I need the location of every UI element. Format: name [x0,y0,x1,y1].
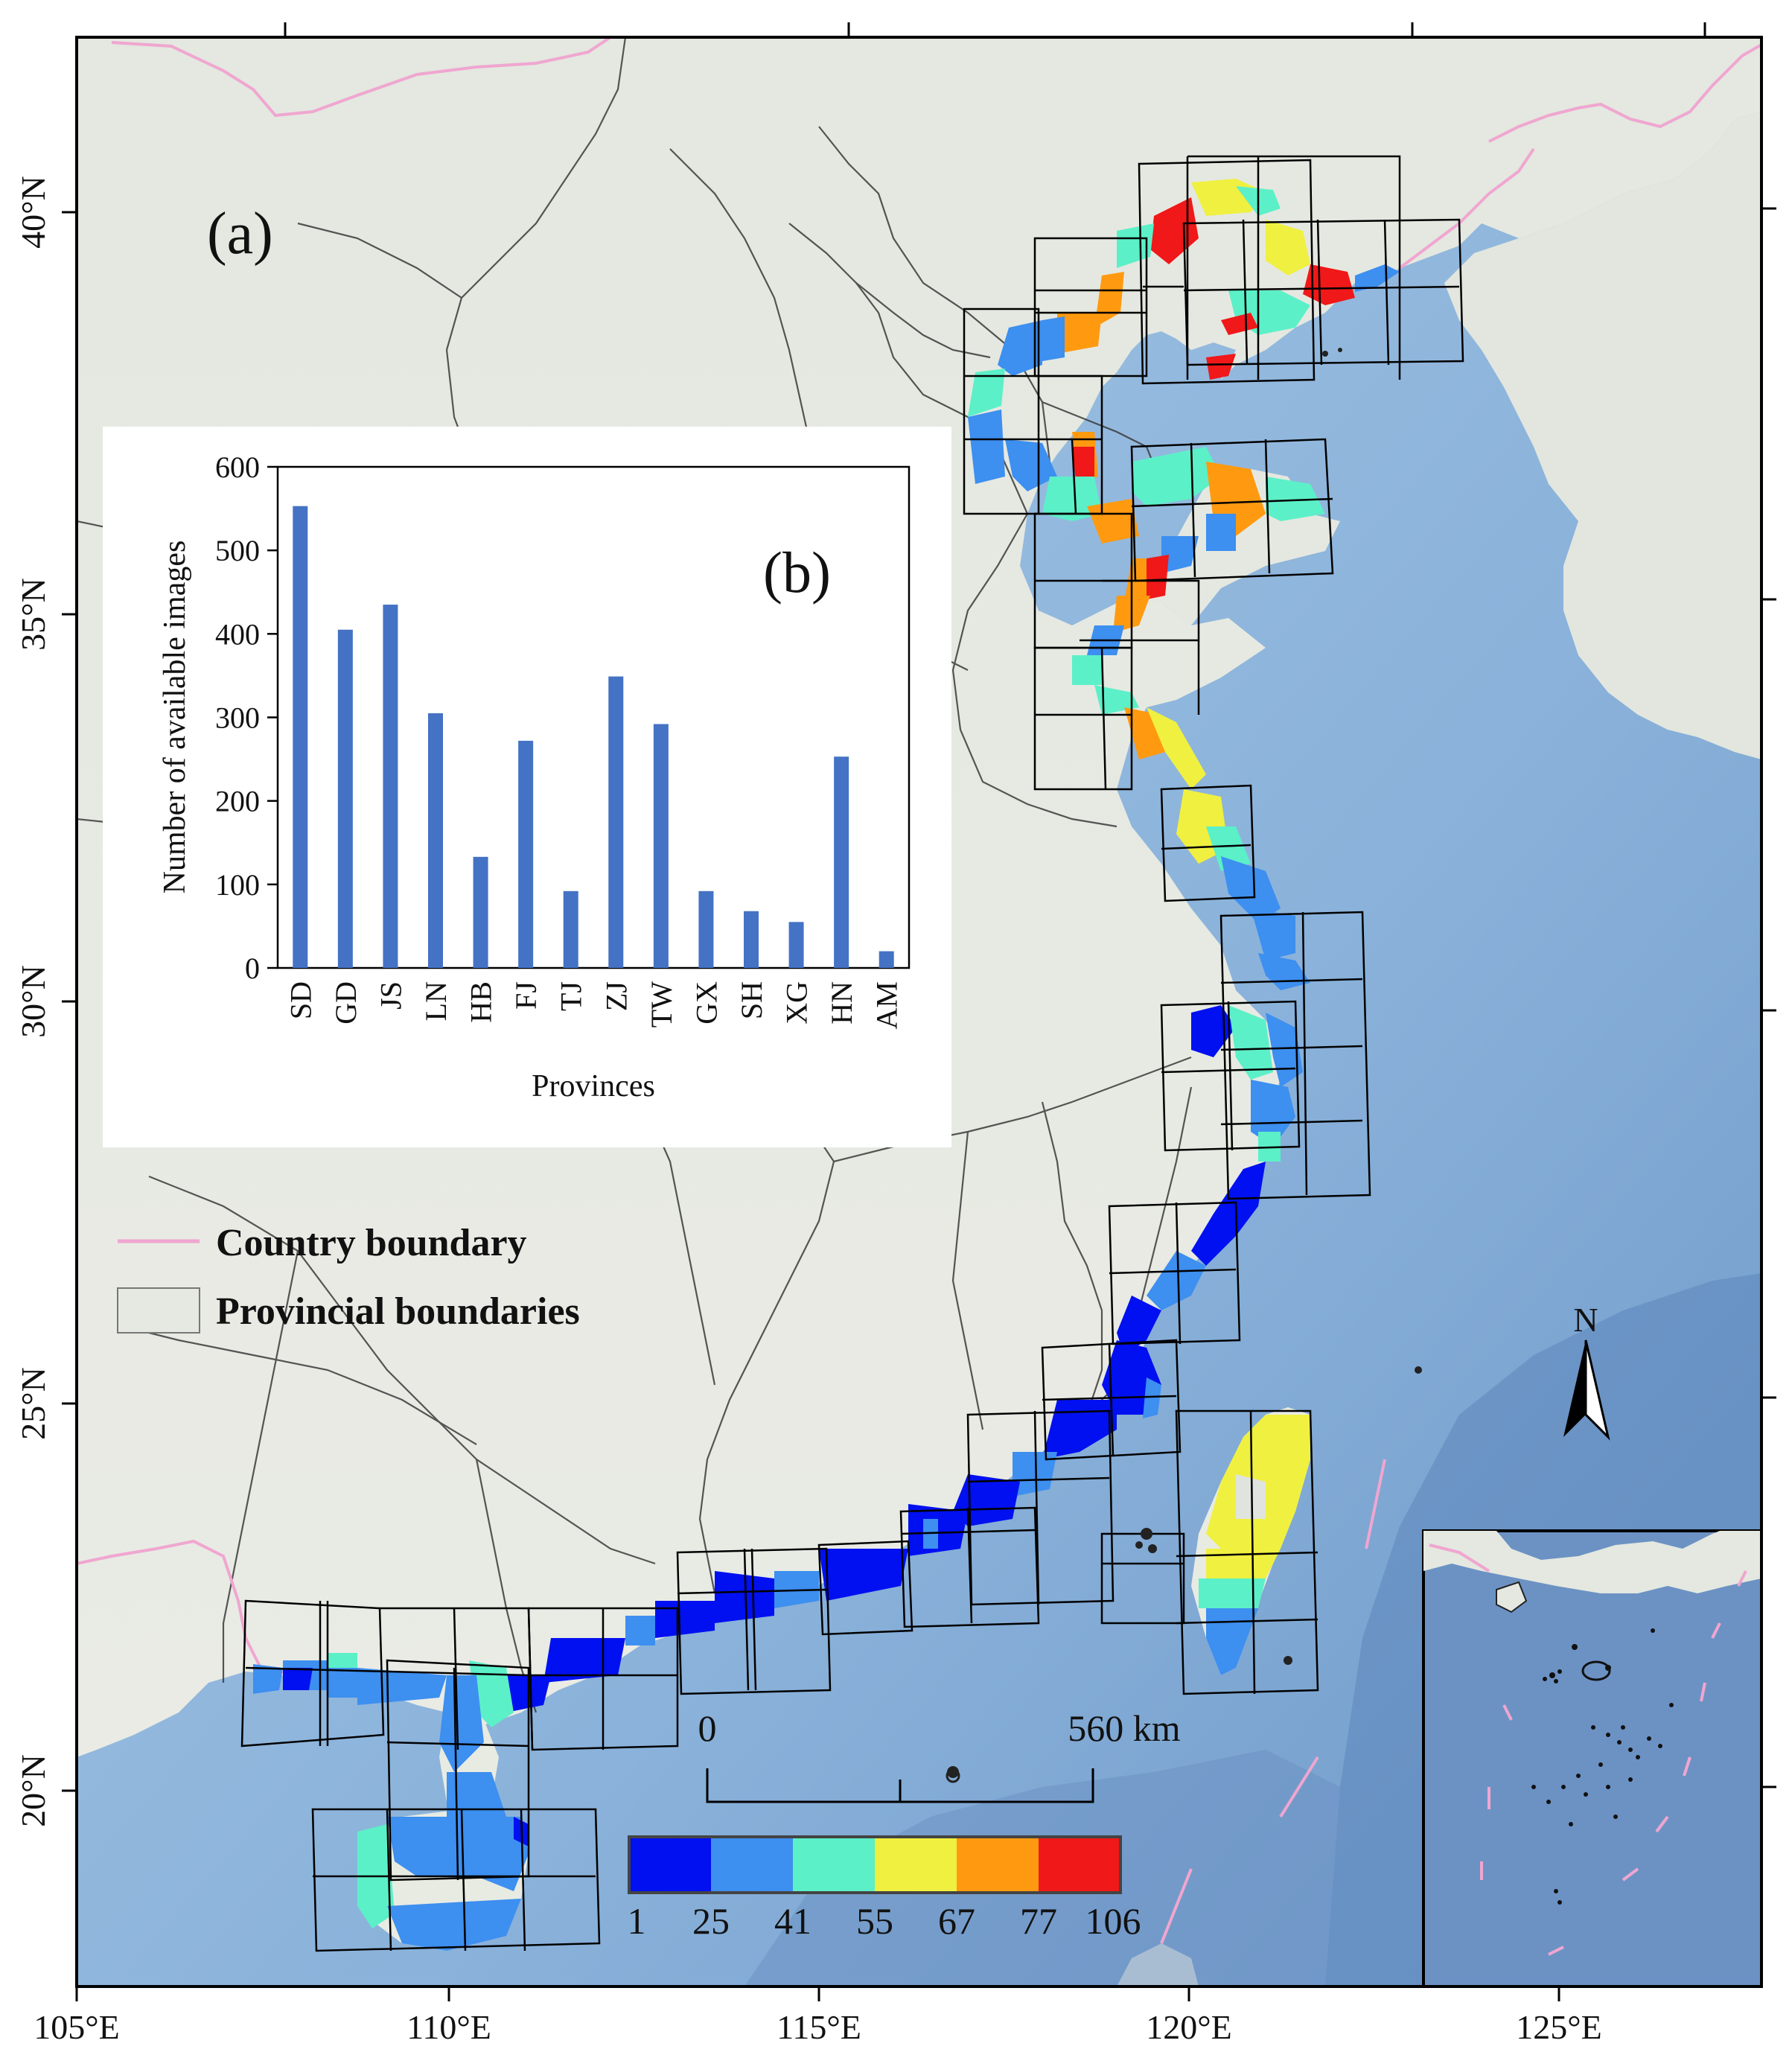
colorbar-swatch [875,1837,957,1893]
frame-ticks [62,22,1776,2001]
north-arrow: N [1563,1301,1610,1441]
x-tick-label-ln: LN [419,981,453,1021]
colorbar-swatch [711,1837,794,1893]
korea-landmass [1444,112,1761,759]
x-tick-label-xg: XG [780,981,814,1025]
lat-label-40: 40°N [14,176,52,249]
x-tick-label-fj: FJ [509,981,543,1010]
colorbar-tick-label: 67 [938,1900,975,1942]
bar-am [879,951,894,968]
map-legend: Country boundary Provincial boundaries [117,1222,580,1334]
scale-bar: 0 560 km [698,1707,1181,1803]
south-china-sea-inset [1422,1529,1763,1988]
colorbar-swatch [793,1837,876,1893]
islands [947,348,1422,1778]
colorbar-tick-label: 106 [1085,1900,1141,1942]
scale-end-label: 560 km [1068,1707,1181,1749]
x-tick-label-am: AM [870,981,904,1029]
lon-label-120: 120°E [1146,2008,1232,2046]
availability-colorbar: 1 25 41 55 67 77 106 [628,1835,1141,1942]
panel-label-b: (b) [763,540,831,605]
bar-sh [744,911,759,968]
y-axis-ticks: 0 100 200 300 400 500 600 [215,450,278,985]
x-tick-label-tj: TJ [555,981,588,1011]
lon-label-125: 125°E [1516,2008,1602,2046]
bar-xg [788,922,804,968]
y-tick-label: 300 [215,701,260,735]
lat-label-30: 30°N [14,965,52,1038]
bar-hb [473,856,488,968]
x-tick-label-tw: TW [645,981,678,1028]
colorbar-swatches [629,1837,1121,1893]
lat-label-35: 35°N [14,578,52,651]
coastal-availability-segments [253,179,1400,1951]
provincial-boundary-swatch [117,1287,200,1334]
bar-zj [608,676,624,968]
panel-label-a: (a) [207,201,273,267]
colorbar-tick-label: 25 [692,1900,730,1942]
bar-tw [653,724,669,968]
y-tick-label: 400 [215,617,260,651]
colorbar-tick-label: 55 [856,1900,893,1942]
legend-provincial-boundaries: Provincial boundaries [216,1290,580,1333]
bar-tj [563,890,578,968]
lon-label-115: 115°E [777,2008,861,2046]
lon-label-105: 105°E [34,2008,120,2046]
north-arrow-icon [1563,1340,1586,1437]
x-tick-label-zj: ZJ [599,981,633,1011]
colorbar-swatch [1039,1837,1121,1893]
scale-start-label: 0 [698,1707,717,1749]
bar-series [293,506,894,968]
colorbar-tick-label: 1 [628,1900,646,1942]
colorbar-labels: 1 25 41 55 67 77 106 [628,1900,1141,1942]
x-tick-label-hb: HB [465,981,498,1023]
chart-x-axis-title: Provinces [532,1069,655,1103]
y-tick-label: 100 [215,868,260,902]
map-frame [75,36,1763,1988]
bar-hn [834,756,849,968]
x-tick-label-sd: SD [284,981,317,1019]
x-tick-label-hn: HN [825,981,858,1025]
colorbar-swatch [629,1837,712,1893]
bar-fj [518,740,534,968]
bar-gd [337,629,353,968]
legend-country-boundary: Country boundary [216,1222,527,1264]
lat-label-20: 20°N [14,1754,52,1827]
x-tick-label-gd: GD [329,981,363,1025]
y-tick-label: 0 [245,952,260,985]
inset-bar-chart: 0 100 200 300 400 500 600 SD GD JS LN HB FJ TJ ZJ TW GX… [103,427,951,1147]
bar-js [383,605,398,968]
colorbar-swatch [957,1837,1039,1893]
colorbar-tick-label: 41 [774,1900,811,1942]
y-tick-label: 600 [215,450,260,484]
image-footprint-grid [240,155,1464,1952]
colorbar-tick-label: 77 [1020,1900,1057,1942]
north-arrow-label: N [1573,1301,1598,1339]
y-tick-label: 200 [215,785,260,818]
x-tick-label-gx: GX [689,981,723,1025]
bar-gx [698,890,714,968]
lon-label-110: 110°E [406,2008,491,2046]
country-boundaries [77,37,1761,1944]
bar-sd [293,506,308,968]
liaodong-landmass [1221,283,1355,380]
x-axis-labels: SD GD JS LN HB FJ TJ ZJ TW GX SH XG HN AM [284,981,903,1030]
y-tick-label: 500 [215,534,260,567]
x-tick-label-sh: SH [735,981,768,1019]
lat-label-25: 25°N [14,1367,52,1440]
x-tick-label-js: JS [374,981,407,1010]
chart-y-axis-title: Number of available images [158,541,192,894]
bar-ln [428,713,443,968]
